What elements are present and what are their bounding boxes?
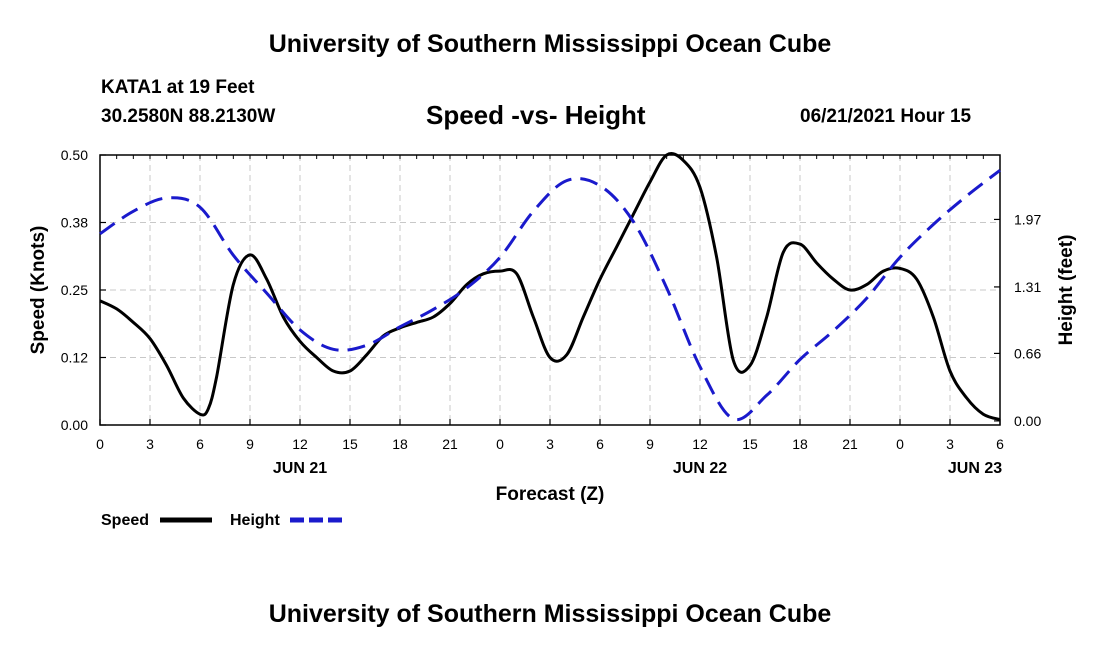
y-axis-label: Speed (Knots) — [28, 226, 49, 355]
x-tick-label: 15 — [742, 436, 758, 452]
x-tick-label: 3 — [146, 436, 154, 452]
date-label: JUN 22 — [673, 460, 727, 477]
x-tick-label: 6 — [996, 436, 1004, 452]
chart-title: Speed -vs- Height — [426, 100, 646, 130]
date-label: JUN 21 — [273, 460, 327, 477]
forecast-datetime: 06/21/2021 Hour 15 — [800, 106, 972, 127]
x-tick-label: 18 — [392, 436, 408, 452]
x-tick-label: 21 — [442, 436, 458, 452]
y2-tick-label: 0.00 — [1014, 413, 1041, 429]
y-tick-label: 0.25 — [61, 282, 88, 298]
x-tick-label: 21 — [842, 436, 858, 452]
x-axis-label: Forecast (Z) — [496, 484, 605, 505]
x-tick-label: 3 — [546, 436, 554, 452]
x-tick-label: 6 — [196, 436, 204, 452]
legend-label-height: Height — [230, 512, 280, 529]
x-tick-label: 0 — [896, 436, 904, 452]
x-tick-label: 0 — [96, 436, 104, 452]
x-tick-label: 3 — [946, 436, 954, 452]
station-coords: 30.2580N 88.2130W — [101, 106, 276, 127]
x-tick-label: 0 — [496, 436, 504, 452]
x-tick-label: 12 — [692, 436, 708, 452]
y-tick-label: 0.12 — [61, 350, 88, 366]
x-tick-label: 12 — [292, 436, 308, 452]
x-tick-label: 9 — [246, 436, 254, 452]
legend-label-speed: Speed — [101, 512, 149, 529]
x-tick-label: 6 — [596, 436, 604, 452]
page-title-bottom: University of Southern Mississippi Ocean… — [268, 600, 832, 628]
y2-tick-label: 0.66 — [1014, 345, 1041, 361]
x-tick-label: 9 — [646, 436, 654, 452]
series-line-speed — [99, 152, 1001, 422]
date-label: JUN 23 — [948, 460, 1002, 477]
x-tick-label: 15 — [342, 436, 358, 452]
y-tick-label: 0.38 — [61, 215, 88, 231]
y2-axis-label: Height (feet) — [1056, 235, 1077, 346]
y2-tick-label: 1.31 — [1014, 279, 1041, 295]
y2-tick-label: 1.97 — [1014, 211, 1041, 227]
station-name: KATA1 at 19 Feet — [101, 77, 255, 98]
y-tick-label: 0.00 — [61, 417, 88, 433]
x-tick-label: 18 — [792, 436, 808, 452]
y-tick-label: 0.50 — [61, 147, 88, 163]
series-line-height — [99, 169, 1001, 422]
page-title-top: University of Southern Mississippi Ocean… — [268, 30, 832, 58]
